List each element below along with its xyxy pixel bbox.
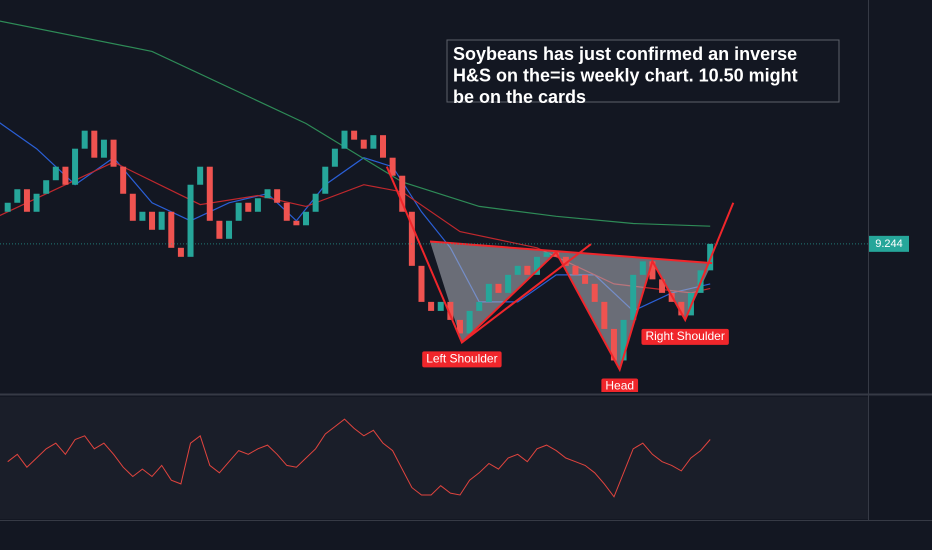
candle-body — [129, 193, 136, 221]
candle-body — [312, 193, 319, 212]
candle-body — [33, 193, 40, 212]
candle-body — [81, 130, 88, 149]
pattern-label: Right Shoulder — [645, 329, 724, 343]
candle-body — [562, 256, 569, 266]
candle-body — [235, 202, 242, 221]
candle-body — [485, 283, 492, 302]
candle-body — [389, 157, 396, 176]
candle-body — [274, 189, 281, 203]
candle-body — [168, 211, 175, 248]
candle-body — [91, 130, 98, 158]
candle-body — [620, 319, 627, 361]
candle-body — [533, 256, 540, 275]
candle-body — [639, 261, 646, 275]
candle-body — [447, 301, 454, 320]
pattern-label: Head — [605, 379, 634, 393]
annotation: Soybeans has just confirmed an inverseH&… — [446, 39, 840, 107]
axes: 9.244 — [869, 235, 909, 252]
last-price-tag — [869, 235, 909, 252]
candle-body — [408, 211, 415, 266]
pattern-label-box — [641, 328, 729, 345]
candle-body — [72, 148, 79, 185]
candle-body — [283, 202, 290, 221]
candle-body — [360, 139, 367, 149]
candle-body — [14, 189, 21, 203]
candle-body — [322, 166, 329, 194]
candle-body — [303, 211, 310, 226]
candle-body — [543, 252, 550, 257]
candle-body — [582, 274, 589, 284]
candle-body — [351, 130, 358, 140]
candle-body — [341, 130, 348, 149]
candle-body — [177, 247, 184, 257]
trendline — [461, 243, 592, 344]
candle-body — [4, 202, 11, 212]
candle-body — [659, 279, 666, 293]
candle-body — [437, 301, 444, 311]
annotation-box — [446, 39, 840, 103]
candle-body — [649, 261, 656, 280]
pattern-label-box — [601, 378, 639, 392]
candle-body — [216, 220, 223, 239]
candle-body — [466, 310, 473, 334]
candle-body — [293, 220, 300, 226]
candle-body — [52, 166, 59, 181]
candle-body — [379, 135, 386, 158]
candle-body — [370, 135, 377, 149]
candle-body — [197, 166, 204, 185]
candle-body — [591, 283, 598, 302]
rsi-pane — [0, 397, 868, 519]
candle-body — [100, 139, 107, 158]
candle-body — [23, 189, 30, 212]
candle-body — [553, 252, 560, 257]
candle-body — [245, 202, 252, 212]
candle-body — [43, 180, 50, 194]
candle-body — [254, 198, 261, 212]
price-pane: Left Shoulder Head Right Shoulder — [0, 20, 868, 393]
candle-body — [139, 211, 146, 221]
rsi-line — [7, 418, 711, 498]
candle-body — [264, 189, 271, 199]
annotation-text: be on the cards — [453, 87, 586, 107]
candle-body — [158, 211, 165, 230]
candle-body — [226, 220, 233, 239]
annotation-text: Soybeans has just confirmed an inverse — [453, 44, 797, 64]
candle-body — [678, 301, 685, 316]
candle-body — [476, 301, 483, 311]
candle-body — [62, 166, 69, 185]
candle-body — [331, 148, 338, 167]
candle-body — [505, 274, 512, 293]
candle-body — [187, 184, 194, 257]
candle-body — [428, 301, 435, 311]
candle-body — [110, 139, 117, 167]
candle-body — [514, 265, 521, 275]
pattern-label-box — [422, 351, 502, 368]
rsi-plot — [7, 418, 711, 498]
candle-body — [120, 166, 127, 194]
candle-body — [149, 211, 156, 230]
candle-body — [524, 265, 531, 275]
candle-body — [572, 265, 579, 275]
candle-body — [610, 328, 617, 361]
candle-body — [495, 283, 502, 293]
annotation-text: H&S on the=is weekly chart. 10.50 might — [453, 65, 798, 85]
candle-body — [456, 319, 463, 334]
candle-body — [206, 166, 213, 221]
candle-body — [418, 265, 425, 302]
candle-body — [630, 274, 637, 320]
candle-body — [399, 175, 406, 212]
last-price-label: 9.244 — [875, 238, 903, 250]
pattern-label: Left Shoulder — [426, 352, 497, 366]
candle-body — [601, 301, 608, 329]
neckline — [429, 240, 713, 265]
moving-average — [0, 20, 711, 227]
